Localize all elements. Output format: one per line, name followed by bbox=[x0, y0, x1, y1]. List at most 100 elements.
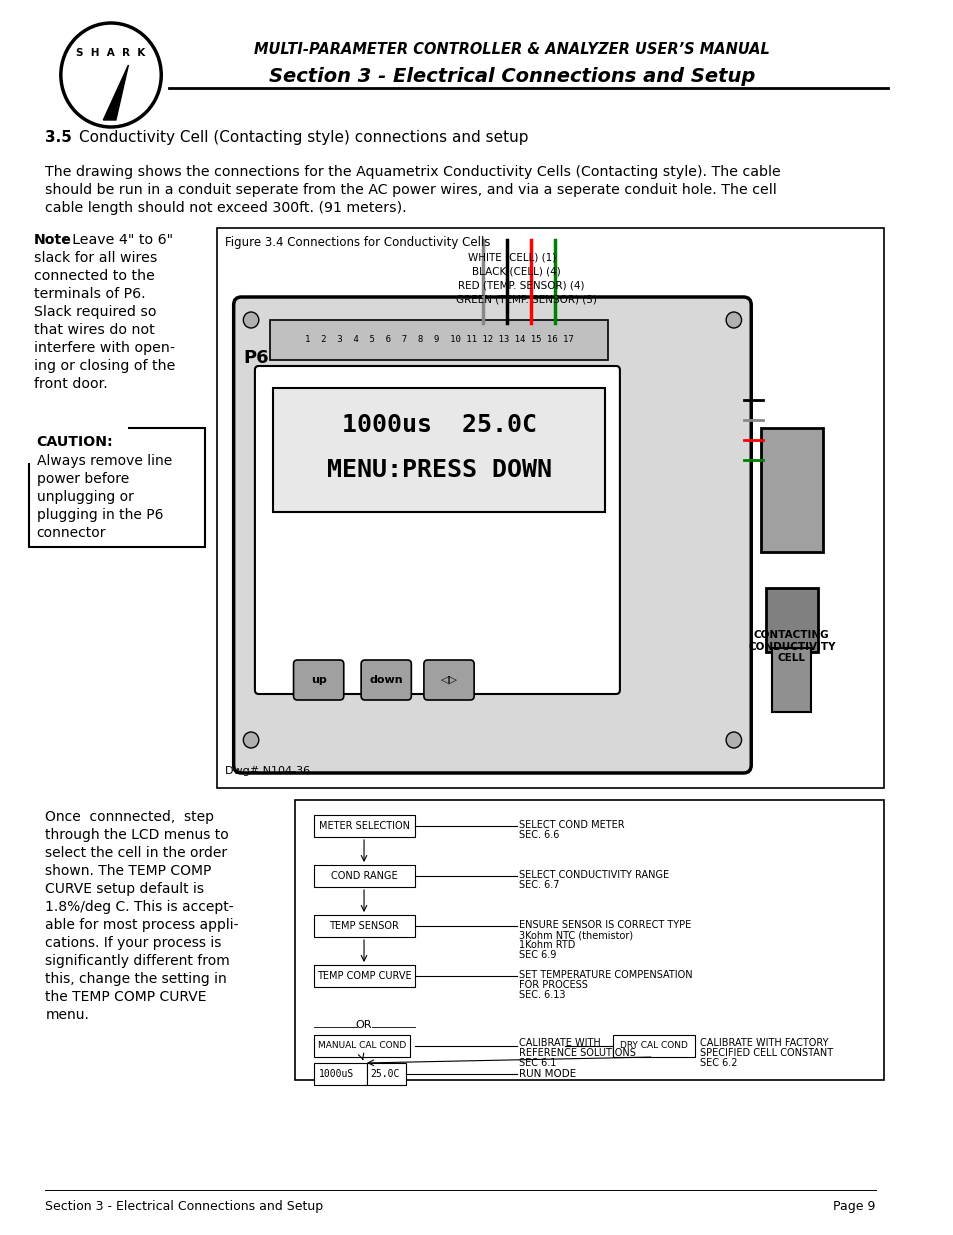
Text: power before: power before bbox=[36, 472, 129, 487]
Text: RUN MODE: RUN MODE bbox=[519, 1070, 577, 1079]
Text: OR: OR bbox=[355, 1020, 372, 1030]
Text: BLACK (CELL) (4): BLACK (CELL) (4) bbox=[472, 267, 560, 277]
Bar bbox=[367, 1063, 405, 1086]
Text: Conductivity Cell (Contacting style) connections and setup: Conductivity Cell (Contacting style) con… bbox=[79, 130, 528, 144]
Text: interfere with open-: interfere with open- bbox=[33, 341, 174, 354]
Text: The drawing shows the connections for the Aquametrix Conductivity Cells (Contact: The drawing shows the connections for th… bbox=[46, 165, 781, 179]
Polygon shape bbox=[103, 65, 129, 120]
Text: front door.: front door. bbox=[33, 377, 108, 391]
Text: REFERENCE SOLUTIONS: REFERENCE SOLUTIONS bbox=[519, 1049, 636, 1058]
Circle shape bbox=[243, 732, 258, 748]
Text: SEC 6.2: SEC 6.2 bbox=[700, 1058, 737, 1068]
Bar bbox=[314, 1035, 410, 1057]
FancyBboxPatch shape bbox=[294, 659, 343, 700]
Text: RED (TEMP. SENSOR) (4): RED (TEMP. SENSOR) (4) bbox=[457, 282, 584, 291]
Text: 1.8%/deg C. This is accept-: 1.8%/deg C. This is accept- bbox=[46, 900, 233, 914]
Text: 25.0C: 25.0C bbox=[370, 1070, 398, 1079]
Text: SEC 6.1: SEC 6.1 bbox=[519, 1058, 557, 1068]
Text: METER SELECTION: METER SELECTION bbox=[318, 821, 409, 831]
Text: 1000uS: 1000uS bbox=[318, 1070, 354, 1079]
Text: CALIBRATE WITH: CALIBRATE WITH bbox=[519, 1037, 600, 1049]
Bar bbox=[270, 320, 608, 359]
Text: 1  2  3  4  5  6  7  8  9  10 11 12 13 14 15 16 17: 1 2 3 4 5 6 7 8 9 10 11 12 13 14 15 16 1… bbox=[305, 336, 573, 345]
Text: significantly different from: significantly different from bbox=[46, 953, 230, 968]
Text: up: up bbox=[311, 676, 326, 685]
Text: ◁▷: ◁▷ bbox=[440, 676, 457, 685]
Circle shape bbox=[725, 312, 740, 329]
Text: cations. If your process is: cations. If your process is bbox=[46, 936, 221, 950]
Text: shown. The TEMP COMP: shown. The TEMP COMP bbox=[46, 864, 212, 878]
Text: COND RANGE: COND RANGE bbox=[331, 871, 396, 881]
Text: : Leave 4" to 6": : Leave 4" to 6" bbox=[63, 233, 172, 247]
Text: DRY CAL COND: DRY CAL COND bbox=[619, 1041, 687, 1051]
FancyBboxPatch shape bbox=[233, 296, 750, 773]
Circle shape bbox=[243, 312, 258, 329]
Text: ENSURE SENSOR IS CORRECT TYPE: ENSURE SENSOR IS CORRECT TYPE bbox=[519, 920, 691, 930]
Text: SPECIFIED CELL CONSTANT: SPECIFIED CELL CONSTANT bbox=[700, 1049, 832, 1058]
FancyBboxPatch shape bbox=[765, 588, 817, 652]
Text: Slack required so: Slack required so bbox=[33, 305, 156, 319]
Text: cable length should not exceed 300ft. (91 meters).: cable length should not exceed 300ft. (9… bbox=[46, 201, 407, 215]
Text: able for most process appli-: able for most process appli- bbox=[46, 918, 238, 932]
Bar bbox=[217, 228, 882, 788]
Bar bbox=[314, 815, 415, 837]
Text: SEC. 6.6: SEC. 6.6 bbox=[519, 830, 559, 840]
Text: Section 3 - Electrical Connections and Setup: Section 3 - Electrical Connections and S… bbox=[46, 1200, 323, 1213]
Text: the TEMP COMP CURVE: the TEMP COMP CURVE bbox=[46, 990, 207, 1004]
Text: SEC. 6.13: SEC. 6.13 bbox=[519, 990, 565, 1000]
Bar bbox=[613, 1035, 695, 1057]
Text: GREEN (TEMP. SENSOR) (5): GREEN (TEMP. SENSOR) (5) bbox=[456, 295, 596, 305]
Text: Once  connnected,  step: Once connnected, step bbox=[46, 810, 214, 824]
Text: that wires do not: that wires do not bbox=[33, 324, 154, 337]
Text: CONTACTING
CONDUCTIVITY
CELL: CONTACTING CONDUCTIVITY CELL bbox=[747, 630, 835, 663]
Text: 1000us  25.0C: 1000us 25.0C bbox=[341, 412, 537, 437]
Bar bbox=[314, 915, 415, 937]
FancyBboxPatch shape bbox=[423, 659, 474, 700]
Text: SET TEMPERATURE COMPENSATION: SET TEMPERATURE COMPENSATION bbox=[519, 969, 693, 981]
Text: Page 9: Page 9 bbox=[833, 1200, 875, 1213]
Text: FOR PROCESS: FOR PROCESS bbox=[519, 981, 588, 990]
Text: P6: P6 bbox=[243, 350, 269, 367]
Text: SELECT CONDUCTIVITY RANGE: SELECT CONDUCTIVITY RANGE bbox=[519, 869, 669, 881]
FancyBboxPatch shape bbox=[361, 659, 411, 700]
Text: down: down bbox=[369, 676, 402, 685]
Bar bbox=[314, 965, 415, 987]
Text: select the cell in the order: select the cell in the order bbox=[46, 846, 227, 860]
Text: menu.: menu. bbox=[46, 1008, 90, 1023]
Text: TEMP COMP CURVE: TEMP COMP CURVE bbox=[316, 971, 411, 981]
Text: terminals of P6.: terminals of P6. bbox=[33, 287, 145, 301]
Text: TEMP SENSOR: TEMP SENSOR bbox=[329, 921, 398, 931]
Text: connected to the: connected to the bbox=[33, 269, 154, 283]
FancyBboxPatch shape bbox=[772, 648, 810, 713]
Text: Note: Note bbox=[33, 233, 71, 247]
Text: MENU:PRESS DOWN: MENU:PRESS DOWN bbox=[327, 458, 551, 482]
Text: S  H  A  R  K: S H A R K bbox=[76, 48, 146, 58]
FancyBboxPatch shape bbox=[273, 388, 605, 513]
Text: 3.5: 3.5 bbox=[46, 130, 72, 144]
Text: slack for all wires: slack for all wires bbox=[33, 251, 157, 266]
Text: Section 3 - Electrical Connections and Setup: Section 3 - Electrical Connections and S… bbox=[269, 68, 754, 86]
Bar bbox=[314, 864, 415, 887]
Text: 3Kohm NTC (themistor): 3Kohm NTC (themistor) bbox=[519, 930, 633, 940]
Text: 1Kohm RTD: 1Kohm RTD bbox=[519, 940, 576, 950]
Text: CAUTION:: CAUTION: bbox=[36, 435, 113, 450]
Text: should be run in a conduit seperate from the AC power wires, and via a seperate : should be run in a conduit seperate from… bbox=[46, 183, 777, 198]
Text: SEC. 6.7: SEC. 6.7 bbox=[519, 881, 559, 890]
Text: SELECT COND METER: SELECT COND METER bbox=[519, 820, 624, 830]
Text: WHITE (CELL) (1): WHITE (CELL) (1) bbox=[467, 252, 556, 262]
Text: through the LCD menus to: through the LCD menus to bbox=[46, 827, 229, 842]
Text: Dwg# N104-36: Dwg# N104-36 bbox=[225, 766, 310, 776]
Text: connector: connector bbox=[36, 526, 106, 540]
Text: SEC 6.9: SEC 6.9 bbox=[519, 950, 557, 960]
Text: plugging in the P6: plugging in the P6 bbox=[36, 508, 163, 522]
Text: MANUAL CAL COND: MANUAL CAL COND bbox=[317, 1041, 406, 1051]
Text: this, change the setting in: this, change the setting in bbox=[46, 972, 227, 986]
FancyBboxPatch shape bbox=[760, 429, 821, 552]
Text: Figure 3.4 Connections for Conductivity Cells: Figure 3.4 Connections for Conductivity … bbox=[225, 236, 490, 249]
FancyBboxPatch shape bbox=[254, 366, 619, 694]
Text: MULTI-PARAMETER CONTROLLER & ANALYZER USER’S MANUAL: MULTI-PARAMETER CONTROLLER & ANALYZER US… bbox=[253, 42, 769, 58]
FancyBboxPatch shape bbox=[29, 429, 205, 547]
Text: ing or closing of the: ing or closing of the bbox=[33, 359, 175, 373]
Bar bbox=[314, 1063, 367, 1086]
Text: CALIBRATE WITH FACTORY: CALIBRATE WITH FACTORY bbox=[700, 1037, 828, 1049]
